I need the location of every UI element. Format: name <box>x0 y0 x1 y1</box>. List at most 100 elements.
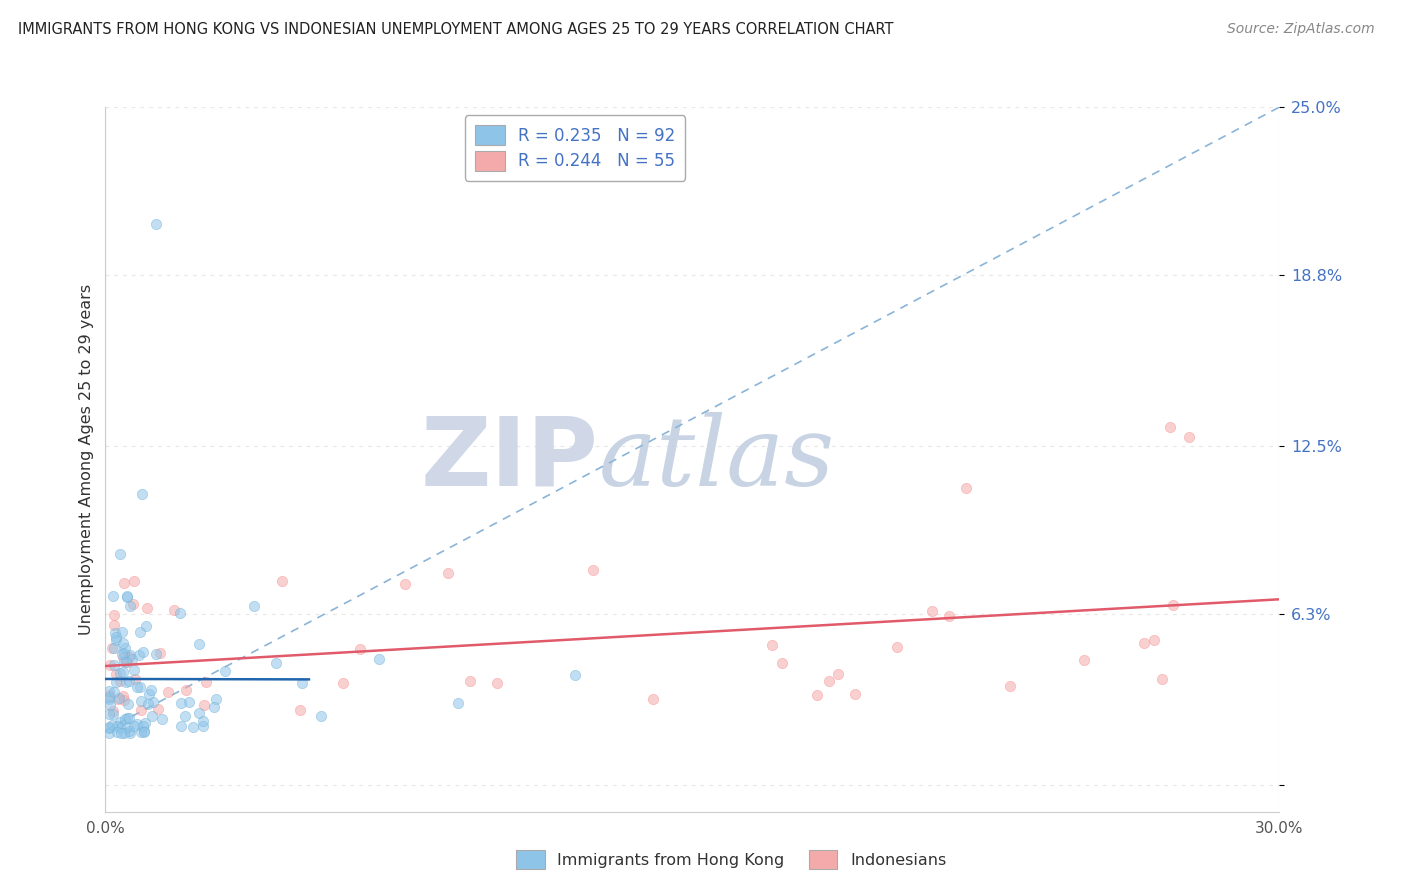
Point <box>112 646 135 660</box>
Point <box>264 657 287 671</box>
Point <box>114 674 136 689</box>
Point <box>105 724 128 739</box>
Point <box>142 695 165 709</box>
Point <box>141 683 163 698</box>
Point <box>107 691 129 706</box>
Point <box>141 709 163 723</box>
Point <box>179 695 201 709</box>
Point <box>128 648 150 663</box>
Point <box>955 481 977 495</box>
Point <box>827 666 849 681</box>
Point <box>111 665 134 680</box>
Point <box>437 566 460 581</box>
Point <box>169 606 191 620</box>
Point <box>582 563 605 577</box>
Point <box>157 684 180 698</box>
Text: IMMIGRANTS FROM HONG KONG VS INDONESIAN UNEMPLOYMENT AMONG AGES 25 TO 29 YEARS C: IMMIGRANTS FROM HONG KONG VS INDONESIAN … <box>18 22 894 37</box>
Point <box>288 703 311 717</box>
Point <box>193 714 215 729</box>
Point <box>98 657 121 672</box>
Point <box>115 711 138 725</box>
Point <box>129 703 152 717</box>
Point <box>118 648 141 663</box>
Point <box>643 691 665 706</box>
Point <box>188 637 211 651</box>
Point <box>138 687 160 701</box>
Point <box>98 692 121 706</box>
Point <box>132 645 155 659</box>
Point <box>110 665 132 680</box>
Point <box>170 719 193 733</box>
Point <box>115 589 138 603</box>
Point <box>124 672 146 686</box>
Point <box>101 640 124 655</box>
Point <box>105 719 128 733</box>
Point <box>1073 653 1095 667</box>
Point <box>111 650 134 665</box>
Point <box>115 720 138 734</box>
Point <box>193 698 215 712</box>
Point <box>761 638 783 652</box>
Point <box>100 717 122 731</box>
Point <box>112 725 135 739</box>
Point <box>114 641 136 656</box>
Point <box>998 679 1021 693</box>
Point <box>122 574 145 589</box>
Point <box>1133 636 1156 650</box>
Point <box>270 574 292 589</box>
Point <box>115 655 138 669</box>
Point <box>125 681 148 695</box>
Point <box>1159 420 1181 434</box>
Legend: Immigrants from Hong Kong, Indonesians: Immigrants from Hong Kong, Indonesians <box>509 844 953 875</box>
Point <box>129 625 152 640</box>
Point <box>101 706 124 721</box>
Point <box>110 674 132 689</box>
Point <box>104 666 127 681</box>
Point <box>98 720 121 734</box>
Point <box>187 706 209 720</box>
Point <box>368 651 391 665</box>
Point <box>191 718 214 732</box>
Point <box>291 676 314 690</box>
Point <box>115 655 138 669</box>
Point <box>1161 599 1184 613</box>
Point <box>135 619 157 633</box>
Point <box>134 716 156 731</box>
Point <box>114 712 136 726</box>
Point <box>111 636 134 650</box>
Point <box>770 656 793 670</box>
Point <box>103 684 125 698</box>
Point <box>120 726 142 740</box>
Point <box>886 640 908 655</box>
Point <box>103 641 125 656</box>
Point <box>145 217 167 231</box>
Point <box>118 724 141 739</box>
Point <box>131 725 153 739</box>
Point <box>332 676 354 690</box>
Point <box>564 668 586 682</box>
Point <box>174 708 197 723</box>
Point <box>108 721 131 735</box>
Point <box>98 683 121 698</box>
Point <box>105 675 128 690</box>
Point <box>103 608 125 623</box>
Point <box>1178 430 1201 444</box>
Point <box>129 694 152 708</box>
Point <box>121 652 143 666</box>
Point <box>101 590 124 604</box>
Point <box>112 693 135 707</box>
Point <box>145 647 167 661</box>
Point <box>105 630 128 644</box>
Point <box>117 673 139 688</box>
Point <box>103 704 125 718</box>
Point <box>112 689 135 703</box>
Point <box>146 702 169 716</box>
Point <box>921 605 943 619</box>
Point <box>103 618 125 632</box>
Point <box>108 690 131 705</box>
Point <box>98 688 121 702</box>
Point <box>169 696 191 710</box>
Point <box>111 625 134 640</box>
Point <box>104 633 127 648</box>
Text: ZIP: ZIP <box>420 413 599 506</box>
